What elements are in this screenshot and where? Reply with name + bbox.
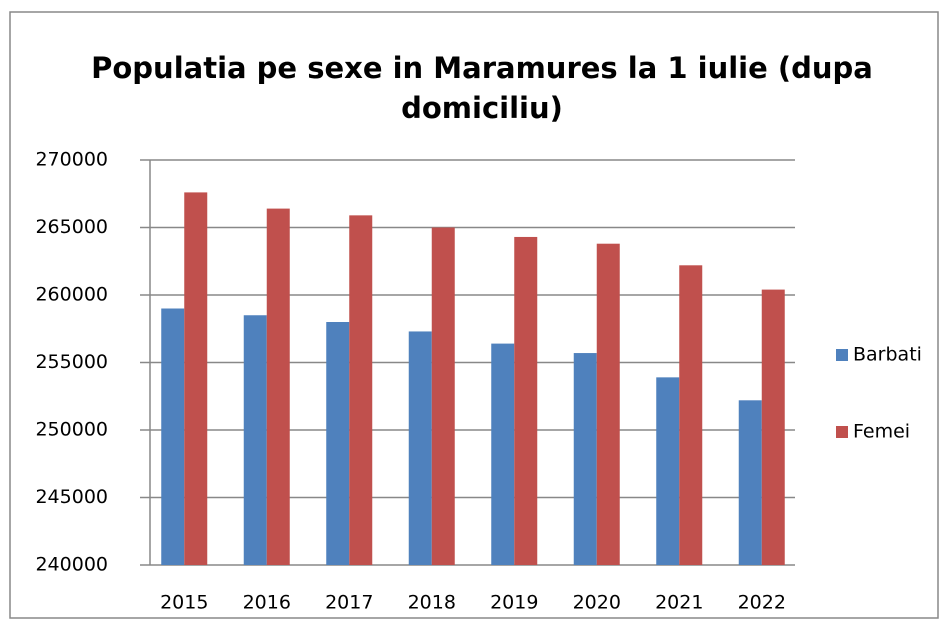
bar xyxy=(679,265,703,565)
x-tick-label: 2020 xyxy=(573,592,621,614)
bar xyxy=(243,315,267,565)
bar xyxy=(491,343,515,565)
x-tick-label: 2016 xyxy=(243,592,291,614)
y-tick-label: 250000 xyxy=(35,419,108,441)
bar xyxy=(656,377,680,565)
y-tick-label: 245000 xyxy=(35,486,108,508)
chart-title: Populatia pe sexe in Maramures la 1 iuli… xyxy=(91,51,873,85)
bar xyxy=(573,353,597,565)
bar xyxy=(431,227,455,565)
bar xyxy=(161,308,185,565)
legend-label: Barbati xyxy=(853,344,922,366)
y-tick-label: 260000 xyxy=(35,284,108,306)
bar xyxy=(326,322,350,565)
x-tick-label: 2015 xyxy=(160,592,208,614)
bar xyxy=(266,208,290,565)
legend-label: Femei xyxy=(853,421,910,443)
y-tick-label: 255000 xyxy=(35,351,108,373)
x-tick-label: 2019 xyxy=(490,592,538,614)
bar xyxy=(408,331,432,565)
bar xyxy=(514,236,538,565)
y-tick-label: 270000 xyxy=(35,149,108,171)
bar xyxy=(761,289,785,565)
x-tick-label: 2017 xyxy=(325,592,373,614)
chart-title: domiciliu) xyxy=(401,91,563,125)
bar xyxy=(738,400,762,565)
x-tick-label: 2021 xyxy=(655,592,703,614)
y-tick-label: 240000 xyxy=(35,554,108,576)
bar xyxy=(349,215,373,565)
legend-swatch xyxy=(836,426,848,438)
x-tick-label: 2022 xyxy=(738,592,786,614)
bar xyxy=(596,243,620,565)
y-tick-label: 265000 xyxy=(35,216,108,238)
x-tick-label: 2018 xyxy=(408,592,456,614)
legend-swatch xyxy=(836,349,848,361)
bar xyxy=(184,192,208,565)
